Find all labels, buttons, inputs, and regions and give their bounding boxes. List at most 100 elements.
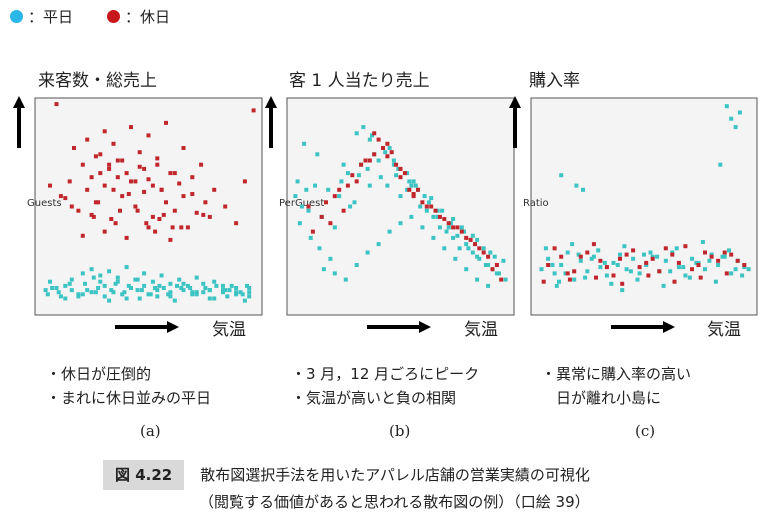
panel-c-point [615, 263, 620, 267]
panel-a-point [190, 175, 195, 180]
panel-a-point [98, 279, 103, 284]
panel-c-point [668, 269, 673, 274]
panel-c-point [737, 110, 742, 115]
panel-a-point [142, 283, 147, 288]
panel-a-point [223, 204, 228, 209]
panel-b-point [459, 225, 464, 230]
panel-b-point [341, 162, 346, 167]
panel-b-point [383, 150, 388, 155]
panel-a-point [207, 288, 212, 293]
panel-b-point [304, 187, 309, 192]
panel-a-point [172, 208, 177, 213]
panel-b-point [376, 242, 381, 247]
panel-c-point [637, 271, 642, 276]
panel-b-point [337, 194, 342, 199]
panel-a-point [80, 292, 85, 297]
panel-a-point [107, 269, 112, 274]
panel-a-point [54, 102, 59, 107]
panel-b-point [295, 179, 300, 184]
panel-b-point [337, 187, 342, 192]
panel-c-point [733, 125, 738, 130]
panel-b-point [405, 187, 410, 192]
panel-b-point [475, 237, 480, 242]
panel-a-point [72, 146, 76, 150]
panel-b-point [488, 250, 493, 255]
panel-b-point [431, 214, 436, 219]
panel-a-point [93, 290, 98, 295]
legend-entry-holiday: ：休日 [107, 6, 170, 27]
panel-c-point [663, 258, 668, 263]
panel-c-note-2: 日が離れ小島に [541, 389, 662, 407]
panel-a-point [212, 187, 217, 192]
panel-a-point [113, 221, 118, 226]
panel-b-point [501, 258, 506, 263]
panel-b-point [354, 131, 359, 136]
panel-a-point [223, 288, 228, 293]
panel-a-point [115, 158, 120, 163]
panel-c-point [567, 277, 572, 282]
panel-a-point [89, 290, 94, 295]
panel-b-point [352, 200, 357, 205]
panel-b-point [462, 229, 466, 234]
panel-c-point [690, 267, 694, 272]
caption-line-1: 散布図選択手法を用いたアパレル店舗の営業実績の可視化 [200, 466, 590, 484]
panel-a-point [126, 192, 131, 196]
panel-b-point [418, 204, 423, 209]
panel-a-point [181, 288, 186, 293]
panel-b-point [440, 208, 445, 213]
panel-a-point [153, 229, 158, 234]
panel-b-title: 客 1 人当たり売上 [289, 71, 430, 91]
panel-a-point [93, 200, 98, 205]
panel-b-note-2: ・気温が高いと負の相関 [291, 389, 457, 407]
panel-b-point [475, 254, 480, 259]
panel-c-point [742, 263, 747, 267]
panel-a-point [76, 294, 81, 299]
panel-a-x-arrowhead [167, 321, 179, 333]
panel-a-point [194, 210, 199, 215]
legend-label-holiday: ：休日 [125, 8, 171, 26]
panel-a-point [164, 120, 168, 125]
panel-c-point [541, 279, 546, 284]
panel-b-point [345, 183, 350, 188]
panel-a-point [124, 265, 129, 270]
panel-a-point [102, 283, 107, 288]
panel-c-sublabel: (c) [635, 422, 656, 440]
panel-b-point [427, 200, 431, 205]
panel-c-point [703, 250, 707, 255]
panel-a-point [203, 286, 208, 290]
panel-b-point [321, 267, 326, 272]
panel-c-point [572, 277, 577, 282]
panel-b-point [477, 256, 482, 261]
panel-c-point [718, 162, 723, 167]
panel-c-point [563, 271, 568, 276]
panel-c-point [648, 250, 653, 255]
panel-b-point [398, 175, 403, 180]
panel-c-series-holiday [541, 242, 747, 286]
panel-a-point [212, 279, 217, 284]
panel-c-point [585, 250, 590, 255]
panel-b-point [424, 204, 429, 209]
panel-b-point [297, 221, 302, 226]
panel-b-point [464, 235, 469, 240]
panel-b-x-label: 気温 [464, 320, 498, 340]
panel-a-point [168, 294, 173, 299]
panel-b-x-arrowhead [419, 321, 431, 333]
panel-c-point [722, 250, 727, 255]
panel-a-point [124, 171, 129, 176]
panel-c-y-label: Ratio [523, 198, 549, 209]
panel-a-note-2: ・まれに休日並みの平日 [46, 389, 212, 407]
panel-b-point [332, 194, 337, 199]
panel-b-point [422, 194, 427, 199]
panel-b-point [407, 179, 412, 184]
panel-b-point [308, 235, 313, 240]
panel-b-point [470, 233, 475, 238]
panel-b-point [350, 173, 355, 178]
panel-b-point [387, 146, 392, 150]
panel-b-point [416, 187, 420, 192]
panel-c-point [735, 258, 740, 263]
panel-a-point [133, 204, 138, 209]
panel-c-point [650, 254, 655, 259]
panel-b-point [372, 152, 377, 157]
panel-c-point [729, 271, 734, 276]
panel-b-point [361, 125, 366, 130]
